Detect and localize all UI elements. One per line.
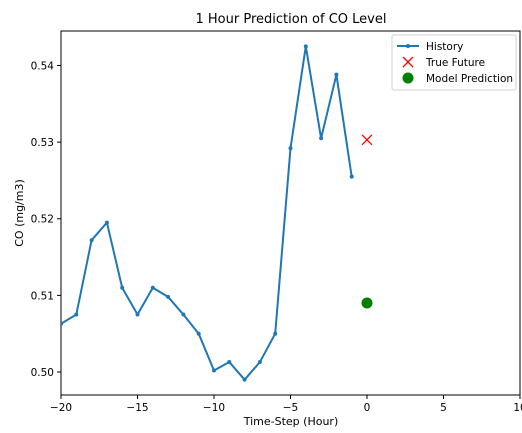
legend-label: True Future [425,57,485,69]
x-tick-label: 0 [364,402,371,414]
history-point [212,368,216,373]
legend-box [391,34,517,91]
history-point [120,285,125,290]
x-tick-label: 5 [440,402,447,414]
history-point [150,285,155,290]
history-point [349,174,354,179]
history-point [257,360,262,365]
y-tick-label: 0.54 [31,60,55,72]
x-tick-label: −20 [50,402,72,414]
history-point [61,321,63,326]
history-point [242,377,247,382]
true-future-marker [361,134,373,146]
history-point [319,136,324,141]
history-point [181,312,186,317]
y-axis-ticks: 0.50 0.51 0.52 0.53 0.54 [31,60,61,379]
legend-label: History [426,41,463,53]
history-point [104,220,109,225]
plot-area: −20 −15 −10 −5 0 5 10 0.50 0.51 0.52 0.53 0.54 [31,30,522,414]
model-prediction-marker [361,297,373,309]
history-point [334,72,339,77]
x-axis-label: Time-Step (Hour) [243,415,339,428]
history-point [227,360,232,365]
legend: History True Future Model Prediction [391,34,517,91]
legend-history-dot [406,44,410,48]
history-point [273,331,278,336]
chart-title: 1 Hour Prediction of CO Level [196,12,387,27]
legend-model-prediction-marker [402,72,414,84]
y-tick-label: 0.50 [31,367,54,379]
history-point [303,44,308,49]
history-point [74,312,79,317]
x-tick-label: −10 [203,402,225,414]
history-point [288,146,293,151]
x-tick-label: 10 [513,402,522,414]
x-tick-label: −5 [283,402,298,414]
legend-true-future-marker [402,56,414,68]
history-point [89,238,94,243]
history-point [196,331,201,336]
legend-items: History True Future Model Prediction [397,41,513,85]
x-axis-ticks: −20 −15 −10 −5 0 5 10 [50,395,522,414]
y-tick-label: 0.51 [31,290,54,302]
history-point [135,312,140,317]
y-tick-label: 0.52 [31,214,54,226]
legend-label: Model Prediction [426,73,513,85]
y-axis-label: CO (mg/m3) [13,179,26,247]
x-tick-label: −15 [126,402,148,414]
history-line [61,45,353,381]
series-layer [61,44,373,382]
y-tick-label: 0.53 [31,137,54,149]
history-point [166,294,171,299]
